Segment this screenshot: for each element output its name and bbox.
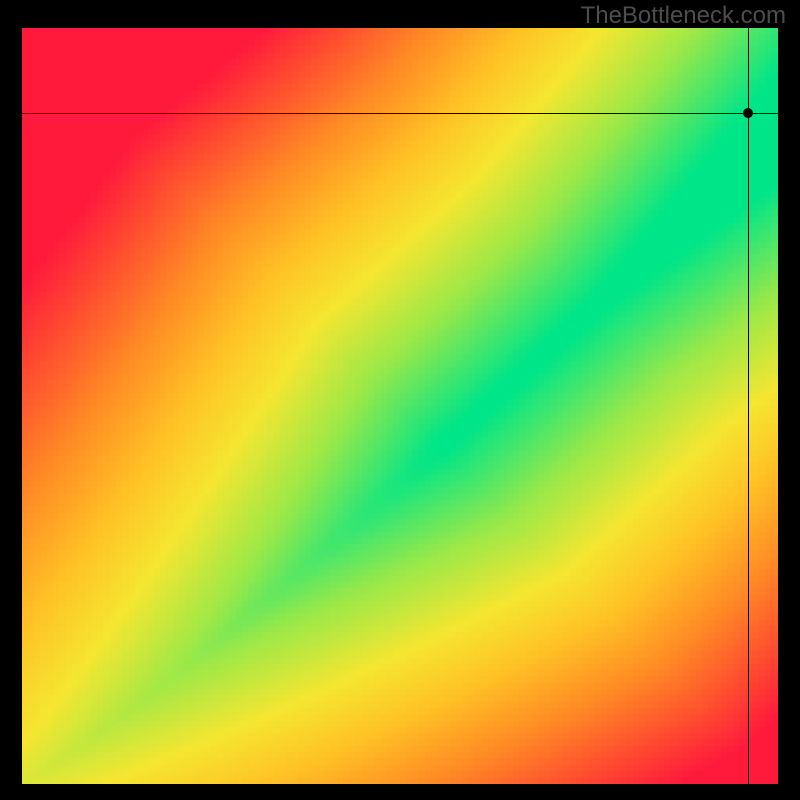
plot-area — [22, 28, 778, 784]
watermark-text: TheBottleneck.com — [581, 2, 786, 30]
heatmap-canvas — [22, 28, 778, 784]
crosshair-vertical — [748, 28, 749, 784]
chart-container: TheBottleneck.com — [0, 0, 800, 800]
crosshair-horizontal — [22, 113, 778, 114]
crosshair-marker — [743, 108, 753, 118]
